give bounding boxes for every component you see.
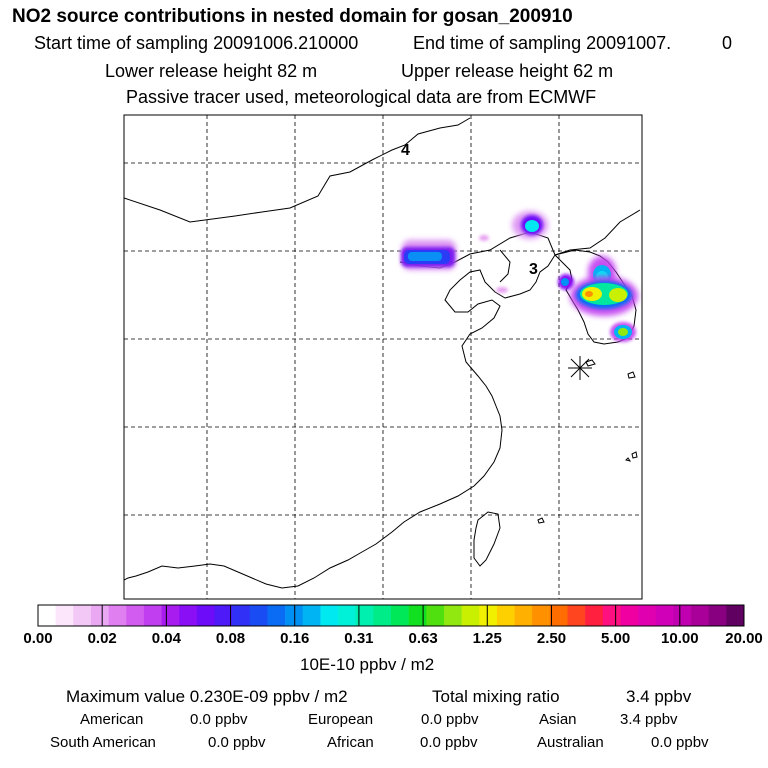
color-bar-cell (108, 605, 127, 626)
color-bar-cell (532, 605, 551, 626)
color-bar-frame (37, 604, 745, 627)
lower-release-label: Lower release height 82 m (105, 61, 318, 81)
coastline-island-1 (627, 371, 636, 379)
color-bar-cell (196, 605, 215, 626)
color-bar-cell (443, 605, 462, 626)
coastline-north-border (124, 117, 471, 223)
color-bar-cell (708, 605, 727, 626)
region-name-australian: Australian (537, 734, 604, 751)
end-sampling-suffix: 0 (722, 33, 733, 53)
color-bar-cell (249, 605, 268, 626)
color-bar-cell (549, 605, 568, 626)
color-bar-cell (90, 605, 109, 626)
color-bar-tick-label: 10.00 (661, 630, 699, 647)
color-bar-cell (214, 605, 233, 626)
grid-label-4: 4 (401, 142, 410, 159)
color-bar-cell (126, 605, 145, 626)
color-bar-cell (55, 605, 74, 626)
color-bar-tick-label: 0.02 (87, 630, 117, 647)
color-bar-cell (426, 605, 445, 626)
upper-release-label: Upper release height 62 m (401, 61, 614, 81)
color-bar-cell (496, 605, 515, 626)
region-value-australian: 0.0 ppbv (651, 734, 709, 751)
plume-seoul (570, 276, 638, 316)
color-bar-cell (726, 605, 745, 626)
color-bar-cell (620, 605, 639, 626)
color-bar-cells (37, 605, 745, 626)
color-bar-cell (373, 605, 392, 626)
map-gridlines (124, 115, 642, 599)
color-bar-cell (602, 605, 621, 626)
color-bar-cell (38, 605, 56, 626)
end-sampling-label: End time of sampling 20091007. (413, 33, 672, 53)
region-value-south-american: 0.0 ppbv (208, 734, 266, 751)
color-bar-cell (302, 605, 321, 626)
coastline-island-3 (537, 517, 545, 524)
coastline-mainland (124, 231, 556, 589)
region-name-american: American (80, 711, 144, 728)
tracer-note: Passive tracer used, meteorological data… (126, 87, 597, 107)
color-bar-cell (655, 605, 674, 626)
color-bar-tick-label: 0.63 (408, 630, 438, 647)
region-value-african: 0.0 ppbv (420, 734, 478, 751)
coastline-island-4 (625, 457, 632, 462)
grid-label-3: 3 (529, 261, 538, 278)
coastline-jeju (585, 359, 596, 367)
color-bar-cell (320, 605, 339, 626)
unit-label: 10E-10 ppbv / m2 (300, 655, 435, 674)
concentration-plumes (401, 211, 638, 342)
region-name-asian: Asian (539, 711, 577, 728)
color-bar-tick-label: 0.31 (344, 630, 374, 647)
color-bar-cell (73, 605, 92, 626)
total-mixing-value: 3.4 ppbv (626, 687, 692, 706)
color-bar-cell (179, 605, 198, 626)
color-bar-cell (479, 605, 498, 626)
color-bar-tick-label: 0.04 (151, 630, 181, 647)
color-bar-cell (567, 605, 586, 626)
region-name-african: African (327, 734, 374, 751)
plume-busan (610, 322, 636, 342)
region-value-asian: 3.4 ppbv (620, 711, 678, 728)
color-bar-cell (285, 605, 304, 626)
chart-title: NO2 source contributions in nested domai… (12, 6, 573, 27)
color-bar-cell (408, 605, 427, 626)
color-bar-cell (267, 605, 286, 626)
color-bar-cell (338, 605, 356, 626)
start-sampling-label: Start time of sampling 20091006.210000 (34, 33, 359, 53)
color-bar-tick-label: 2.50 (536, 630, 567, 647)
color-bar-cell (232, 605, 251, 626)
color-bar-tick-label: 1.25 (472, 630, 502, 647)
plume-bohai-west (401, 240, 456, 270)
color-bar-cell (673, 605, 692, 626)
color-bar-tick-label: 20.00 (725, 630, 763, 647)
color-bar-tick-label: 5.00 (601, 630, 631, 647)
maximum-value: Maximum value 0.230E-09 ppbv / m2 (66, 687, 348, 706)
color-bar-tick-label: 0.08 (215, 630, 246, 647)
color-bar-tick-label: 0.00 (23, 630, 53, 647)
plot-frame (123, 114, 643, 600)
color-bar-cell (391, 605, 409, 626)
color-bar-tick-label: 0.16 (280, 630, 310, 647)
color-bar-cell (461, 605, 480, 626)
color-bar-cell (355, 605, 374, 626)
color-bar-cell (691, 605, 709, 626)
region-value-european: 0.0 ppbv (421, 711, 479, 728)
color-bar-cell (514, 605, 533, 626)
color-bar-cell (143, 605, 162, 626)
region-value-american: 0.0 ppbv (190, 711, 248, 728)
coastline-liaodong (499, 249, 511, 283)
coastline-island-2 (631, 451, 638, 459)
coastline-taiwan (473, 511, 501, 567)
color-bar (37, 604, 745, 627)
region-name-south-american: South American (50, 734, 156, 751)
color-bar-cell (585, 605, 604, 626)
total-mixing-label: Total mixing ratio (432, 687, 560, 706)
plume-north (479, 211, 548, 293)
color-bar-cell (161, 605, 180, 626)
receptor-marker (568, 356, 592, 380)
color-bar-cell (638, 605, 657, 626)
region-name-european: European (308, 711, 374, 728)
